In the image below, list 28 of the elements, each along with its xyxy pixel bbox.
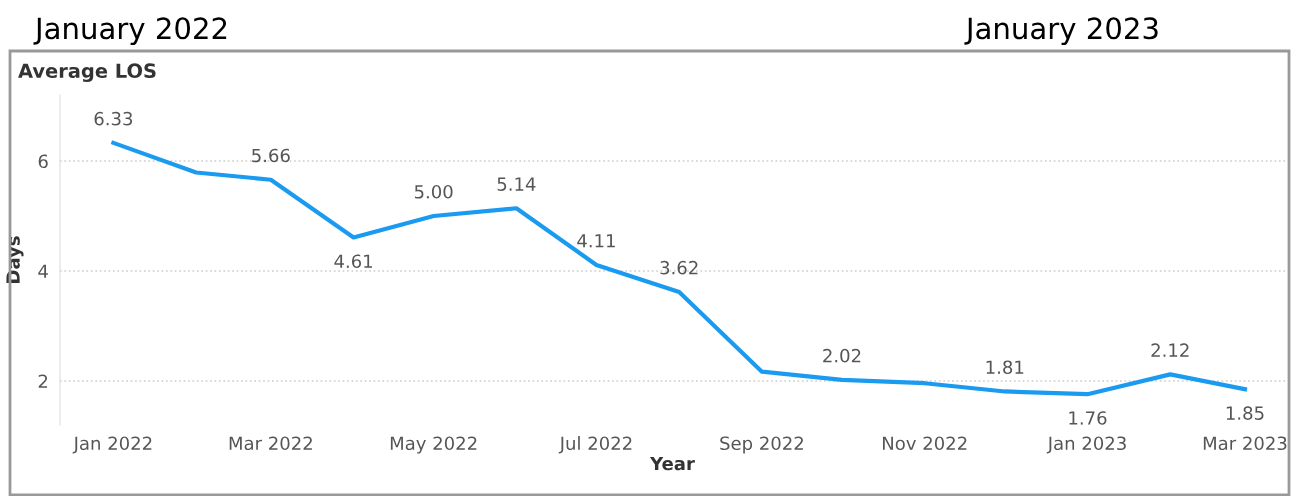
x-tick-label: May 2022 — [390, 436, 477, 454]
x-tick-label: Mar 2023 — [1203, 436, 1287, 451]
data-label: 5.66 — [252, 148, 290, 163]
x-tick-label: Jan 2022 — [72, 436, 152, 454]
text: January 2022 — [33, 17, 227, 45]
x-tick-label: Jan 2023 — [1046, 436, 1126, 454]
x-axis-title: Year — [649, 456, 695, 471]
y-tick-label: 2 — [38, 374, 48, 388]
data-label: 4.11 — [577, 234, 615, 248]
line-series — [111, 140, 1248, 397]
chart-title: Average LOS — [18, 63, 156, 82]
y-tick-label: 4 — [38, 264, 48, 278]
data-label: 4.61 — [334, 254, 373, 269]
y-tick-label: 6 — [38, 154, 48, 169]
data-label: 6.33 — [94, 111, 133, 126]
data-label: 1.76 — [1069, 411, 1107, 425]
x-tick-label: Mar 2022 — [229, 436, 312, 451]
x-tick-label: Sep 2022 — [720, 436, 803, 454]
data-label: 2.12 — [1151, 343, 1189, 357]
data-label: 3.62 — [660, 260, 698, 275]
data-label: 5.14 — [497, 177, 536, 191]
x-tick-label: Jul 2022 — [558, 436, 632, 454]
text: January 2023 — [964, 17, 1158, 45]
data-label: 5.00 — [414, 184, 453, 199]
data-label: 2.02 — [823, 348, 861, 363]
x-tick-label: Nov 2022 — [883, 436, 967, 451]
data-label: 1.81 — [986, 360, 1024, 375]
data-label: 1.85 — [1226, 406, 1264, 420]
